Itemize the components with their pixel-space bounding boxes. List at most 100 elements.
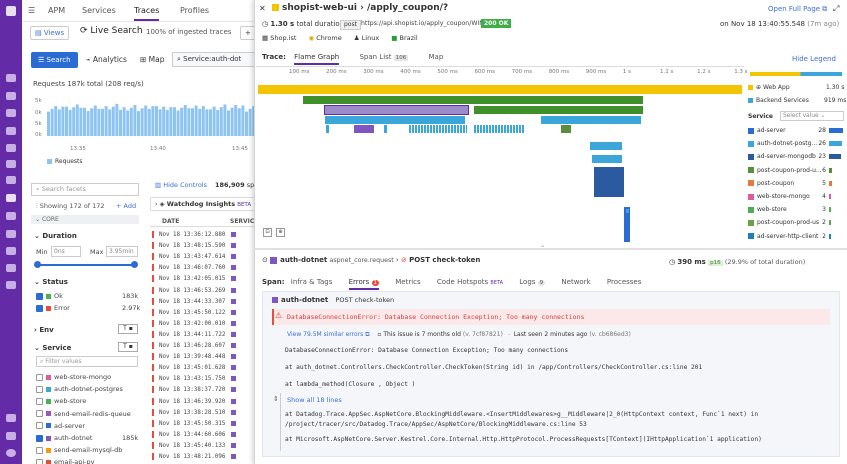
service-facet-item[interactable]: web-store xyxy=(36,397,86,405)
legend-service[interactable]: post-coupon-prod-u... xyxy=(748,167,822,174)
analytics-tab[interactable]: ⌁ Analytics xyxy=(86,55,127,64)
expand-icon[interactable]: ⤢ xyxy=(833,4,840,13)
span-selected[interactable] xyxy=(324,105,469,115)
watchdog-insights[interactable]: › ◈ Watchdog Insights BETA xyxy=(150,197,256,211)
checkbox[interactable] xyxy=(36,373,43,381)
slider-handle-min[interactable] xyxy=(34,261,41,268)
tab-infra-tags[interactable]: Infra & Tags xyxy=(290,278,333,286)
security-icon[interactable] xyxy=(6,230,16,238)
span-auth[interactable] xyxy=(303,96,643,104)
span-child[interactable] xyxy=(409,125,467,133)
span-child[interactable] xyxy=(354,125,374,133)
chart-legend[interactable]: Requests xyxy=(47,158,83,165)
span-child[interactable] xyxy=(474,125,524,133)
integrations-icon[interactable] xyxy=(6,281,16,289)
tag-os[interactable]: Linux xyxy=(361,34,380,42)
collapse-handle-icon[interactable]: ⌃ xyxy=(540,245,546,252)
service-facet[interactable]: ⌄ Service xyxy=(34,344,72,352)
legend-service[interactable]: auth-dotnet-postg... xyxy=(748,140,817,147)
service-facet-item[interactable]: send-email-redis-queue xyxy=(36,410,131,418)
metrics-icon[interactable] xyxy=(6,176,16,184)
table-row[interactable]: Nov 18 13:48:21.096 xyxy=(152,453,237,460)
checkbox[interactable] xyxy=(36,458,43,464)
search-mode-button[interactable]: ☰ Search xyxy=(31,52,78,68)
legend-backend[interactable]: Backend Services xyxy=(748,97,809,104)
span-child[interactable] xyxy=(592,155,622,163)
list-icon[interactable] xyxy=(6,127,16,135)
span-child[interactable] xyxy=(626,209,629,213)
span-settings-icon[interactable]: ⊙ xyxy=(262,256,271,264)
similar-errors-link[interactable]: View 79.5M similar errors ⧉ xyxy=(287,331,370,338)
help-icon[interactable] xyxy=(6,432,16,440)
zoom-fit-icon[interactable]: ⊡ xyxy=(263,228,272,237)
tab-processes[interactable]: Processes xyxy=(606,278,642,286)
slider-handle-max[interactable] xyxy=(131,261,138,268)
flame-graph[interactable] xyxy=(256,66,744,246)
chat-icon[interactable] xyxy=(6,414,16,422)
checkbox[interactable] xyxy=(36,422,43,430)
checkbox[interactable] xyxy=(36,292,43,300)
table-row[interactable]: Nov 18 13:48:15.590 xyxy=(152,242,237,250)
table-row[interactable]: Nov 18 13:46:28.607 xyxy=(152,342,237,349)
tab-flame-graph[interactable]: Flame Graph xyxy=(294,53,340,65)
legend-service[interactable]: ad-server-mongodb xyxy=(748,153,816,160)
service-facet-item[interactable]: web-store-mongo xyxy=(36,373,111,381)
nav-profiles[interactable]: Profiles xyxy=(180,6,210,15)
table-row[interactable]: Nov 18 13:45:50.315 xyxy=(152,419,237,427)
legend-web-app[interactable]: ⊕ Web App xyxy=(748,84,790,91)
logo-icon[interactable] xyxy=(6,6,16,16)
max-input[interactable]: 3.95min xyxy=(106,246,138,257)
nav-services[interactable]: Services xyxy=(82,6,116,15)
min-input[interactable]: 0ns xyxy=(51,246,81,257)
tab-logs[interactable]: Logs 9 xyxy=(519,278,546,286)
table-row[interactable]: Nov 18 13:46:53.269 xyxy=(152,286,237,294)
span-child[interactable] xyxy=(474,106,643,114)
open-full-page[interactable]: Open Full Page ⧉ xyxy=(768,5,828,13)
status-error[interactable]: Error xyxy=(36,304,70,312)
checkbox[interactable] xyxy=(36,304,43,312)
search-icon[interactable] xyxy=(6,74,16,82)
checkbox[interactable] xyxy=(36,397,43,405)
close-icon[interactable]: ✕ xyxy=(259,4,266,13)
dashboard-icon[interactable] xyxy=(6,109,16,117)
table-row[interactable]: Nov 18 13:42:00.010 xyxy=(152,319,237,327)
col-date[interactable]: DATE xyxy=(162,218,180,225)
nav-apm[interactable]: APM xyxy=(48,6,66,15)
legend-service[interactable]: post-coupon xyxy=(748,180,794,187)
ux-icon[interactable] xyxy=(6,160,16,168)
table-row[interactable]: Nov 18 13:43:47.614 xyxy=(152,253,237,261)
table-row[interactable]: Nov 18 13:39:48.448 xyxy=(152,353,237,361)
hide-controls-button[interactable]: ▥ Hide Controls xyxy=(155,181,207,189)
table-row[interactable]: Nov 18 13:45:40.133 xyxy=(152,441,237,449)
span-root[interactable] xyxy=(258,85,742,94)
tab-errors[interactable]: Errors 1 xyxy=(348,278,380,290)
tag-country[interactable]: Brazil xyxy=(399,34,418,42)
status-facet[interactable]: ⌄ Status xyxy=(34,278,68,286)
env-toggle[interactable]: T ▪ xyxy=(118,324,138,334)
table-row[interactable]: Nov 18 13:46:39.920 xyxy=(152,397,237,405)
span-child[interactable] xyxy=(590,142,622,150)
show-all-lines[interactable]: Show all 18 lines xyxy=(287,396,342,404)
infra-icon[interactable] xyxy=(6,144,16,152)
service-facet-item[interactable]: email-api-py xyxy=(36,458,95,464)
trace-url[interactable]: https://api.shopist.io/apply_coupon/WINT… xyxy=(361,20,508,27)
user-icon[interactable] xyxy=(6,449,16,457)
legend-service[interactable]: post-coupon-prod-us xyxy=(748,219,819,226)
table-row[interactable]: Nov 18 13:45:50.122 xyxy=(152,308,237,316)
legend-service[interactable]: ad-server xyxy=(748,127,786,134)
service-facet-item[interactable]: auth-dotnet xyxy=(36,434,92,442)
table-row[interactable]: Nov 18 13:46:07.760 xyxy=(152,264,237,272)
service-facet-item[interactable]: auth-dotnet-postgres xyxy=(36,385,123,393)
checkbox[interactable] xyxy=(36,385,43,393)
table-row[interactable]: Nov 18 13:43:15.750 xyxy=(152,375,237,383)
legend-service[interactable]: ad-server-http-client xyxy=(748,233,818,240)
menu-icon[interactable]: ☰ xyxy=(28,6,36,15)
tab-span-list[interactable]: Span List 106 xyxy=(359,53,409,61)
query-input[interactable]: ⌕ Service:auth-dot xyxy=(172,52,257,67)
nav-traces[interactable]: Traces xyxy=(134,6,160,21)
span-child[interactable] xyxy=(561,125,571,133)
env-facet[interactable]: › Env xyxy=(34,326,54,334)
hide-legend[interactable]: Hide Legend xyxy=(792,55,836,63)
span-child[interactable] xyxy=(326,125,329,133)
zoom-icon[interactable]: ⊕ xyxy=(276,228,285,237)
